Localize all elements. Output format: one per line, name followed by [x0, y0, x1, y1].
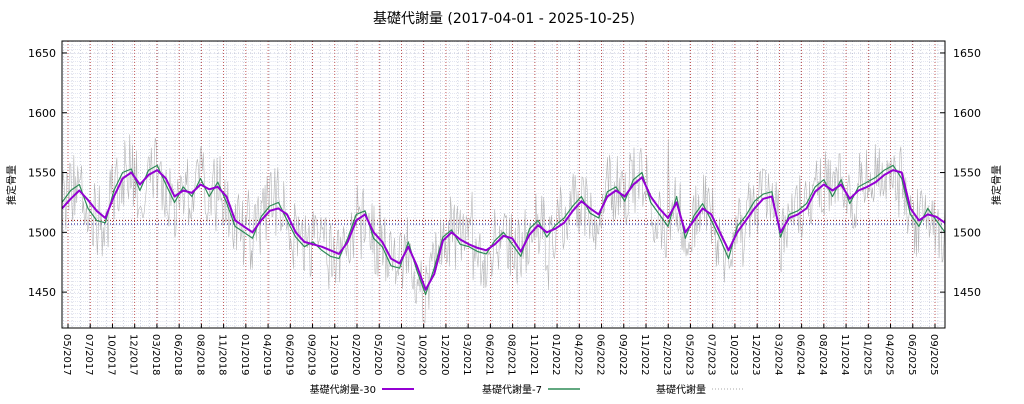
- plot-frame: [61, 40, 946, 329]
- x-tick-label: 12/2019: [328, 334, 339, 376]
- x-tick-label: 02/2023: [661, 334, 672, 376]
- x-tick-label: 06/2022: [595, 334, 606, 376]
- x-tick-label: 06/2018: [172, 334, 183, 376]
- grid-layer: [62, 41, 945, 328]
- x-tick-label: 04/2022: [572, 334, 583, 376]
- x-tick-label: 09/2019: [306, 334, 317, 376]
- series-line-raw: [61, 134, 946, 324]
- x-tick-label: 12/2020: [439, 334, 450, 376]
- x-tick-label: 10/2017: [105, 334, 116, 376]
- x-tick-label: 02/2020: [350, 334, 361, 376]
- x-tick-label: 09/2025: [928, 334, 939, 376]
- x-tick-label: 11/2021: [528, 334, 539, 376]
- y-tick-label-left: 1500: [28, 226, 56, 239]
- x-tick-label: 01/2019: [239, 334, 250, 376]
- series-line-ma7: [61, 164, 946, 296]
- x-tick-label: 01/2022: [550, 334, 561, 376]
- x-tick-label: 07/2023: [706, 334, 717, 376]
- chart-title: 基礎代謝量 (2017-04-01 - 2025-10-25): [373, 10, 635, 27]
- raw-data-layer: [61, 134, 946, 324]
- y-tick-label-right: 1450: [953, 286, 981, 299]
- legend-label-ma30: 基礎代謝量-30: [310, 383, 376, 396]
- x-tick-label: 07/2020: [394, 334, 405, 376]
- series-layer: [61, 164, 946, 296]
- x-tick-label: 08/2024: [817, 334, 828, 376]
- legend-label-ma7: 基礎代謝量-7: [482, 383, 542, 396]
- x-tick-label: 08/2021: [506, 334, 517, 376]
- x-tick-label: 03/2021: [461, 334, 472, 376]
- y-tick-label-left: 1600: [28, 107, 56, 120]
- y-axis-label-right: 推定骨量: [990, 165, 1003, 205]
- legend-label-raw: 基礎代謝量: [656, 383, 706, 396]
- y-tick-label-left: 1650: [28, 47, 56, 60]
- x-tick-label: 06/2025: [906, 334, 917, 376]
- y-axis-left: 1450 1500 1550 1600 1650: [28, 47, 67, 299]
- x-tick-label: 10/2023: [728, 334, 739, 376]
- x-tick-label: 10/2020: [417, 334, 428, 376]
- x-tick-label: 11/2018: [217, 334, 228, 376]
- y-tick-label-left: 1550: [28, 167, 56, 180]
- x-tick-label: 06/2024: [795, 334, 806, 376]
- x-tick-label: 12/2023: [750, 334, 761, 376]
- y-tick-label-right: 1550: [953, 167, 981, 180]
- x-tick-label: 05/2017: [61, 334, 72, 376]
- x-tick-label: 04/2019: [261, 334, 272, 376]
- x-axis: 05/2017 07/2017 10/2017 12/2017 03/2018 06/20…: [61, 324, 939, 376]
- y-tick-label-left: 1450: [28, 286, 56, 299]
- x-tick-label: 05/2023: [683, 334, 694, 376]
- legend: 基礎代謝量-30 基礎代謝量-7 基礎代謝量: [310, 383, 744, 396]
- y-tick-label-right: 1500: [953, 226, 981, 239]
- x-tick-label: 03/2024: [772, 334, 783, 376]
- x-tick-label: 06/2021: [483, 334, 494, 376]
- x-tick-label: 01/2025: [861, 334, 872, 376]
- x-tick-label: 04/2025: [884, 334, 895, 376]
- x-tick-label: 08/2018: [194, 334, 205, 376]
- y-axis-label-left: 推定骨量: [5, 165, 18, 205]
- x-tick-label: 07/2017: [83, 334, 94, 376]
- x-tick-label: 06/2019: [283, 334, 294, 376]
- x-tick-label: 05/2020: [372, 334, 383, 376]
- y-axis-right: 1450 1500 1550 1600 1650: [940, 47, 981, 299]
- y-tick-label-right: 1600: [953, 107, 981, 120]
- x-tick-label: 09/2022: [617, 334, 628, 376]
- x-tick-label: 12/2017: [128, 334, 139, 376]
- x-tick-label: 03/2018: [150, 334, 161, 376]
- series-line-ma30: [61, 169, 946, 291]
- x-tick-label: 11/2024: [839, 334, 850, 376]
- y-tick-label-right: 1650: [953, 47, 981, 60]
- x-tick-label: 11/2022: [639, 334, 650, 376]
